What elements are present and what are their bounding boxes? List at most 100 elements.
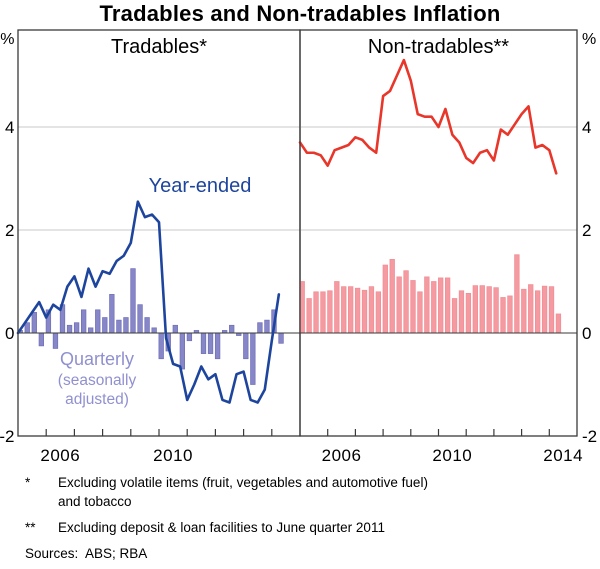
quarterly-bar: [389, 259, 395, 334]
quarterly-bar: [507, 295, 513, 334]
quarterly-bar: [514, 254, 520, 334]
footnote-1-line-2: and tobacco: [58, 494, 132, 509]
quarterly-bar: [341, 286, 347, 334]
panel-title: Tradables*: [111, 36, 207, 58]
quarterly-bar: [548, 286, 555, 334]
quarterly-bar: [151, 327, 157, 334]
quarterly-bar: [264, 319, 270, 334]
footnote-2: ** Excluding deposit & loan facilities t…: [25, 518, 585, 537]
quarterly-bar: [313, 291, 319, 334]
quarterly-bar: [214, 332, 221, 360]
quarterly-bar: [38, 332, 44, 347]
y-axis-label-left: 0: [5, 324, 14, 343]
quarterly-bar: [500, 297, 506, 334]
quarterly-bar: [80, 309, 87, 334]
year-ended-line: [16, 200, 281, 404]
quarterly-label: adjusted): [65, 391, 129, 408]
quarterly-bar: [250, 332, 256, 385]
quarterly-bar: [144, 317, 150, 334]
panel-title: Non-tradables**: [368, 36, 509, 58]
chart-title: Tradables and Non-tradables Inflation: [99, 1, 501, 26]
quarterly-bar: [521, 288, 527, 334]
quarterly-bar: [465, 293, 472, 334]
footnote-1: * Excluding volatile items (fruit, veget…: [25, 473, 585, 511]
non-tradables-line: [298, 58, 558, 175]
quarterly-bar: [410, 280, 416, 334]
quarterly-bar: [257, 322, 263, 334]
y-axis-unit-right: %: [582, 31, 596, 48]
quarterly-bar: [278, 332, 284, 344]
quarterly-bar: [368, 286, 375, 334]
quarterly-bar: [424, 276, 430, 334]
quarterly-bar: [451, 298, 458, 334]
footnote-1-marker: *: [25, 475, 31, 490]
quarterly-bar: [66, 324, 73, 334]
quarterly-bar: [334, 281, 340, 334]
y-axis-label-left: 4: [5, 118, 14, 137]
footnote-2-line-1: Excluding deposit & loan facilities to J…: [58, 520, 385, 535]
quarterly-bar: [123, 317, 129, 334]
quarterly-bar: [158, 332, 164, 360]
quarterly-bar: [52, 332, 59, 349]
quarterly-bar: [24, 322, 30, 334]
quarterly-bar: [109, 294, 115, 334]
quarterly-bar: [179, 332, 186, 370]
quarterly-bar: [534, 290, 541, 334]
quarterly-bar: [116, 319, 122, 334]
sources-line: Sources: ABS; RBA: [25, 546, 148, 561]
quarterly-bar: [438, 277, 444, 334]
quarterly-bar: [555, 313, 562, 334]
quarterly-bar: [493, 287, 499, 334]
panel-frame: [299, 29, 578, 437]
y-axis-label-right: 4: [582, 118, 591, 137]
footnote-2-marker: **: [25, 520, 36, 535]
quarterly-bar: [354, 287, 361, 334]
year-ended-label: Year-ended: [149, 175, 252, 197]
quarterly-bar: [102, 317, 108, 334]
quarterly-bar: [200, 332, 207, 354]
quarterly-bar: [541, 285, 548, 334]
quarterly-bar: [137, 304, 143, 334]
x-axis-label: 2006: [40, 446, 80, 465]
quarterly-bar: [479, 285, 485, 334]
y-axis-label-right: 0: [582, 324, 591, 343]
quarterly-bar: [417, 291, 423, 334]
quarterly-bar: [229, 324, 235, 334]
quarterly-bar: [403, 270, 409, 334]
quarterly-bar: [306, 298, 312, 334]
quarterly-bar: [431, 281, 437, 334]
quarterly-bar: [243, 332, 249, 360]
quarterly-bar: [95, 309, 101, 334]
panel-right: 2006 2010 2014 Non-tradables**: [298, 29, 583, 465]
x-axis-label: 2010: [432, 446, 472, 465]
quarterly-bar: [320, 291, 326, 334]
quarterly-bar: [444, 277, 451, 334]
quarterly-bar: [382, 264, 388, 334]
quarterly-bar: [207, 332, 214, 354]
y-axis-label-left: 2: [5, 221, 14, 240]
quarterly-bar: [375, 291, 382, 334]
quarterly-label: Quarterly: [60, 349, 134, 369]
x-axis-label: 2010: [153, 446, 193, 465]
quarterly-label: (seasonally: [58, 372, 137, 389]
quarterly-bar: [486, 286, 492, 334]
quarterly-bar: [172, 324, 178, 334]
quarterly-bar: [31, 312, 37, 334]
panel-left: 2006 2010 Tradables* Year-ended Quarterly (se…: [16, 29, 301, 465]
y-axis-label-right: 2: [582, 221, 591, 240]
y-axis-label-left: -2: [0, 427, 15, 446]
quarterly-bar: [130, 268, 136, 334]
quarterly-bar: [458, 290, 465, 334]
x-axis-label: 2014: [543, 446, 583, 465]
quarterly-bar: [396, 276, 402, 334]
y-axis-label-right: -2: [582, 427, 597, 446]
quarterly-bar: [327, 290, 333, 334]
quarterly-bar: [73, 322, 80, 334]
inflation-chart: 2006 2010 Tradables* Year-ended Quarterly (se…: [0, 29, 597, 465]
footnotes: * Excluding volatile items (fruit, veget…: [25, 473, 585, 563]
y-axis-unit-left: %: [0, 31, 14, 48]
quarterly-bar: [348, 286, 354, 334]
quarterly-bar: [186, 332, 193, 342]
quarterly-bar: [528, 284, 534, 334]
quarterly-bar: [472, 285, 478, 334]
